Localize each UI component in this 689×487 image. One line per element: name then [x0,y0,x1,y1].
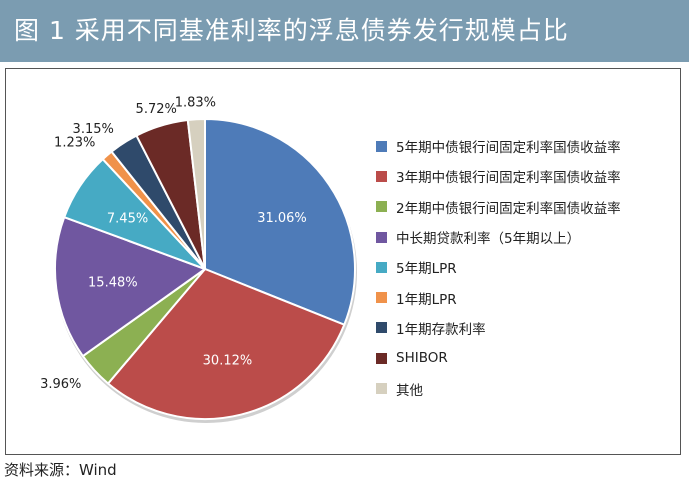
legend-swatch [376,322,387,334]
legend-label: 1年期存款利率 [396,321,486,338]
legend-swatch [376,140,387,152]
legend-label: 2年期中债银行间固定利率国债收益率 [396,200,621,217]
legend-swatch [376,261,387,273]
legend-label: 中长期贷款利率（5年期以上） [396,231,581,248]
legend-swatch [376,201,387,213]
legend-swatch [376,292,387,304]
figure-title: 图 1 采用不同基准利率的浮息债券发行规模占比 [14,16,569,45]
pie-slice [54,215,208,358]
legend-item: 1年期存款利率 [376,313,676,343]
slice-data-label: 15.48% [88,275,138,290]
slice-data-label: 5.72% [136,102,177,117]
slice-data-label: 7.45% [107,211,148,226]
legend-label: 其他 [396,382,423,399]
legend-label: SHIBOR [396,350,448,367]
legend-item: 3年期中债银行间固定利率国债收益率 [376,161,676,191]
slice-data-label: 31.06% [257,211,307,226]
legend-swatch [376,383,387,395]
legend-label: 5年期LPR [396,261,457,278]
pie-slice [204,117,356,327]
pie-slice [106,267,346,420]
chart-legend: 5年期中债银行间固定利率国债收益率 3年期中债银行间固定利率国债收益率 2年期中债银… [376,131,676,404]
legend-item: 其他 [376,373,676,403]
legend-item: 1年期LPR [376,282,676,312]
legend-item: 中长期贷款利率（5年期以上） [376,222,676,252]
slice-data-label: 30.12% [203,353,253,368]
slice-data-label: 3.15% [73,122,114,137]
legend-item: SHIBOR [376,343,676,373]
legend-swatch [376,231,387,243]
legend-swatch [376,170,387,182]
source-note: 资料来源：Wind [4,461,117,479]
legend-swatch [376,352,387,364]
legend-label: 5年期中债银行间固定利率国债收益率 [396,140,621,157]
legend-item: 5年期LPR [376,252,676,282]
slice-data-label: 3.96% [40,377,81,392]
slice-data-label: 1.83% [175,95,216,110]
legend-item: 5年期中债银行间固定利率国债收益率 [376,131,676,161]
legend-label: 1年期LPR [396,291,457,308]
legend-item: 2年期中债银行间固定利率国债收益率 [376,192,676,222]
figure-header: 图 1 采用不同基准利率的浮息债券发行规模占比 [0,0,689,62]
pie-slice [186,117,206,270]
slice-data-label: 1.23% [54,136,95,151]
legend-label: 3年期中债银行间固定利率国债收益率 [396,170,621,187]
